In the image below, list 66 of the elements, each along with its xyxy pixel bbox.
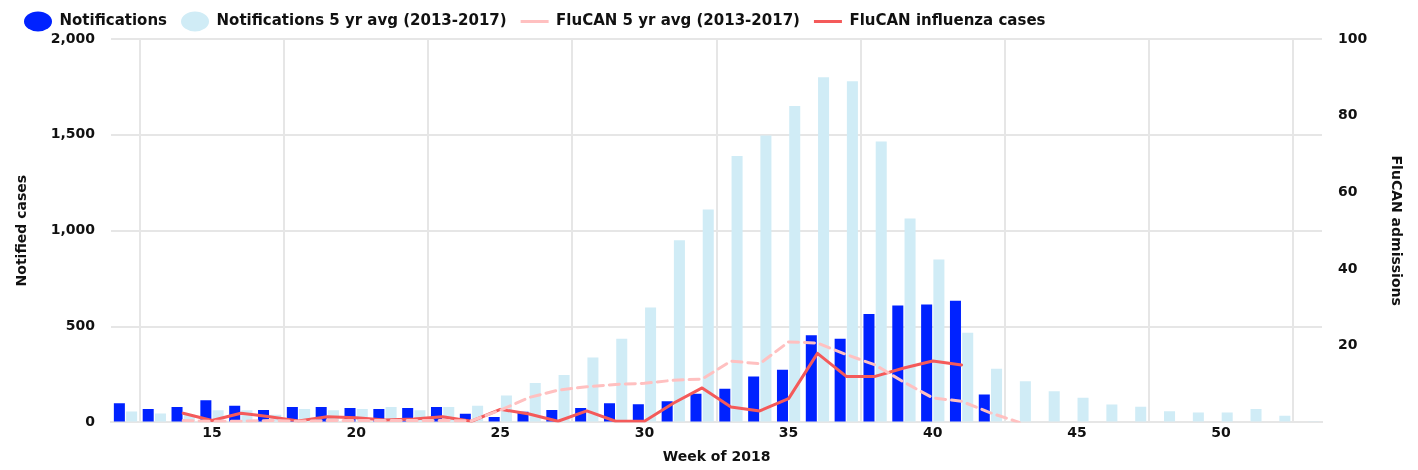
x-axis-title: Week of 2018 <box>662 448 771 465</box>
x-tick-label: 25 <box>490 424 511 441</box>
bar <box>1221 412 1233 422</box>
x-tick-label: 50 <box>1211 424 1232 441</box>
bar <box>673 240 685 422</box>
bar <box>171 407 183 422</box>
bar <box>962 332 974 422</box>
bar <box>1048 391 1060 422</box>
y2-axis-title: FluCAN admissions <box>1388 155 1405 306</box>
bar <box>933 259 945 422</box>
bar <box>1106 404 1118 422</box>
legend-label: FluCAN 5 yr avg (2013-2017) <box>556 11 800 30</box>
bar <box>587 357 599 422</box>
bar <box>875 141 887 422</box>
bar <box>760 135 772 422</box>
y-axis-title: Notified cases <box>13 174 30 287</box>
bar <box>863 314 875 422</box>
bar <box>846 81 858 422</box>
y-tick-label: 1,500 <box>50 125 96 142</box>
x-tick-label: 35 <box>778 424 799 441</box>
bar <box>154 413 166 422</box>
bar <box>142 408 154 422</box>
bar <box>789 106 801 422</box>
y-tick-label: 0 <box>85 413 96 430</box>
bar <box>949 300 961 422</box>
bar <box>126 411 138 422</box>
bar <box>805 335 817 422</box>
x-tick-label: 20 <box>346 424 367 441</box>
bar <box>892 305 904 422</box>
bar <box>616 338 628 422</box>
bar <box>113 403 125 422</box>
y-tick-label: 1,000 <box>50 221 96 238</box>
legend-label: FluCAN influenza cases <box>849 11 1046 30</box>
bar <box>818 77 830 422</box>
y-tick-label: 2,000 <box>50 29 96 46</box>
x-tick-label: 45 <box>1067 424 1087 441</box>
bar <box>1192 412 1204 422</box>
legend-label: Notifications <box>59 11 168 30</box>
y2-tick-label: 40 <box>1337 259 1358 276</box>
bar <box>632 404 644 422</box>
bar <box>1019 381 1031 422</box>
bar <box>776 369 788 422</box>
bar <box>1077 397 1089 422</box>
x-tick-label: 15 <box>202 424 222 441</box>
y2-tick-label: 20 <box>1337 336 1358 353</box>
y-tick-label: 500 <box>65 317 96 334</box>
bar <box>488 417 500 422</box>
x-tick-label: 30 <box>634 424 655 441</box>
bar <box>702 209 714 422</box>
x-tick-label: 40 <box>923 424 943 441</box>
bar <box>834 338 846 422</box>
line-series <box>181 340 1021 423</box>
bar <box>1135 406 1147 422</box>
bar <box>904 218 916 422</box>
legend-label: Notifications 5 yr avg (2013-2017) <box>216 11 507 30</box>
bar <box>690 393 702 422</box>
bar <box>645 307 657 422</box>
bar <box>1250 408 1262 422</box>
y2-tick-label: 80 <box>1337 106 1358 123</box>
bar <box>921 304 933 422</box>
bar <box>748 376 760 422</box>
y2-tick-label: 100 <box>1337 29 1368 46</box>
bar <box>731 155 743 422</box>
bar <box>1164 411 1176 422</box>
bar <box>991 368 1003 422</box>
y2-tick-label: 60 <box>1337 183 1358 199</box>
